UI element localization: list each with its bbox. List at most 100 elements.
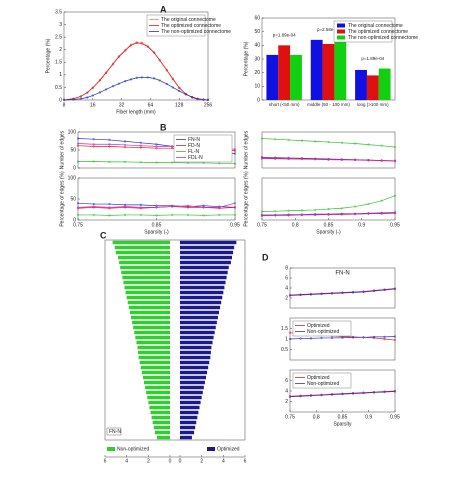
y-tick-label: 2	[59, 47, 62, 53]
point	[91, 94, 94, 97]
bar	[135, 335, 170, 340]
point	[146, 76, 149, 79]
bar	[278, 45, 291, 100]
y-tick-label: 1.5	[55, 60, 62, 66]
point	[123, 140, 127, 143]
y-tick-label: 0.5	[55, 85, 62, 91]
bar	[149, 405, 170, 410]
bar	[180, 375, 206, 380]
point	[327, 158, 330, 161]
y-axis-label: Percentage of edges (%)	[243, 171, 249, 227]
bar	[180, 315, 218, 320]
point	[155, 206, 158, 209]
point	[260, 210, 264, 213]
point	[341, 336, 344, 339]
bar	[180, 355, 211, 360]
point	[123, 143, 127, 147]
point	[135, 41, 138, 45]
series-line	[261, 157, 396, 162]
bar	[180, 240, 237, 245]
bar	[126, 295, 170, 300]
y-tick-label: 0	[73, 217, 76, 223]
y-tick-label: 60	[254, 15, 260, 21]
x-tick-label: 6	[244, 458, 247, 464]
point	[124, 49, 127, 52]
bar	[180, 390, 203, 395]
point	[76, 202, 80, 205]
bar	[180, 415, 198, 420]
point	[92, 160, 95, 163]
x-tick-label: 0.95	[390, 414, 400, 420]
point	[320, 336, 323, 340]
series-line	[261, 158, 396, 162]
point	[393, 211, 397, 214]
x-tick-label: 0	[169, 458, 172, 464]
plot-frame	[261, 131, 396, 169]
point	[299, 293, 302, 297]
y-tick-label: 100	[68, 175, 77, 181]
bar	[150, 410, 170, 415]
bar	[141, 370, 170, 375]
legend-label: The optimized connectome	[161, 23, 221, 29]
point	[186, 213, 189, 217]
point	[171, 161, 174, 164]
point	[327, 140, 330, 144]
x-tick-label: 0.8	[313, 414, 320, 420]
point	[274, 210, 277, 213]
bar	[180, 325, 216, 330]
point	[393, 335, 397, 338]
legend-title: FN-N	[109, 429, 121, 435]
point	[139, 206, 142, 209]
series-line	[63, 41, 209, 101]
bar	[180, 285, 225, 290]
legend-label: The non-optimized connectome	[348, 35, 418, 41]
point	[92, 143, 95, 146]
point	[76, 206, 80, 209]
point	[288, 294, 292, 297]
point	[123, 160, 127, 163]
point	[340, 141, 343, 144]
point	[153, 77, 156, 80]
y-tick-label: 30	[254, 56, 260, 62]
point	[340, 207, 343, 210]
point	[314, 213, 317, 216]
point	[98, 79, 102, 82]
bar	[180, 395, 202, 400]
point	[340, 158, 343, 161]
x-tick-label: 6	[104, 458, 107, 464]
panel-label: D	[262, 252, 269, 262]
point	[196, 97, 199, 100]
point	[202, 98, 205, 101]
y-tick-label: 50	[70, 196, 76, 202]
legend-box	[146, 14, 206, 37]
x-tick-label: 4	[222, 458, 225, 464]
point	[341, 291, 344, 295]
point	[330, 336, 334, 340]
y-tick-label: 0	[73, 165, 76, 171]
point	[233, 162, 237, 165]
bar	[180, 405, 200, 410]
y-tick-label: 50	[254, 29, 260, 35]
point	[135, 76, 138, 79]
annotation: p=1.89e-04	[273, 33, 296, 38]
series-line	[262, 212, 396, 216]
point	[206, 98, 210, 102]
point	[362, 290, 365, 294]
point	[351, 336, 355, 339]
legend-label: Non-optimized	[307, 329, 339, 335]
legend-label: The optimized connectome	[348, 29, 408, 35]
bar	[180, 310, 219, 315]
point	[393, 160, 397, 163]
point	[393, 390, 397, 393]
y-tick-label: 2.5	[55, 34, 62, 40]
point	[171, 78, 175, 81]
x-tick-label: 0.85	[152, 222, 162, 228]
point	[218, 206, 221, 209]
point	[233, 148, 237, 151]
bar	[129, 310, 170, 315]
x-tick-label: 64	[148, 102, 154, 108]
point	[111, 63, 115, 66]
point	[191, 95, 194, 99]
legend-swatch	[207, 447, 215, 451]
point	[139, 203, 142, 206]
